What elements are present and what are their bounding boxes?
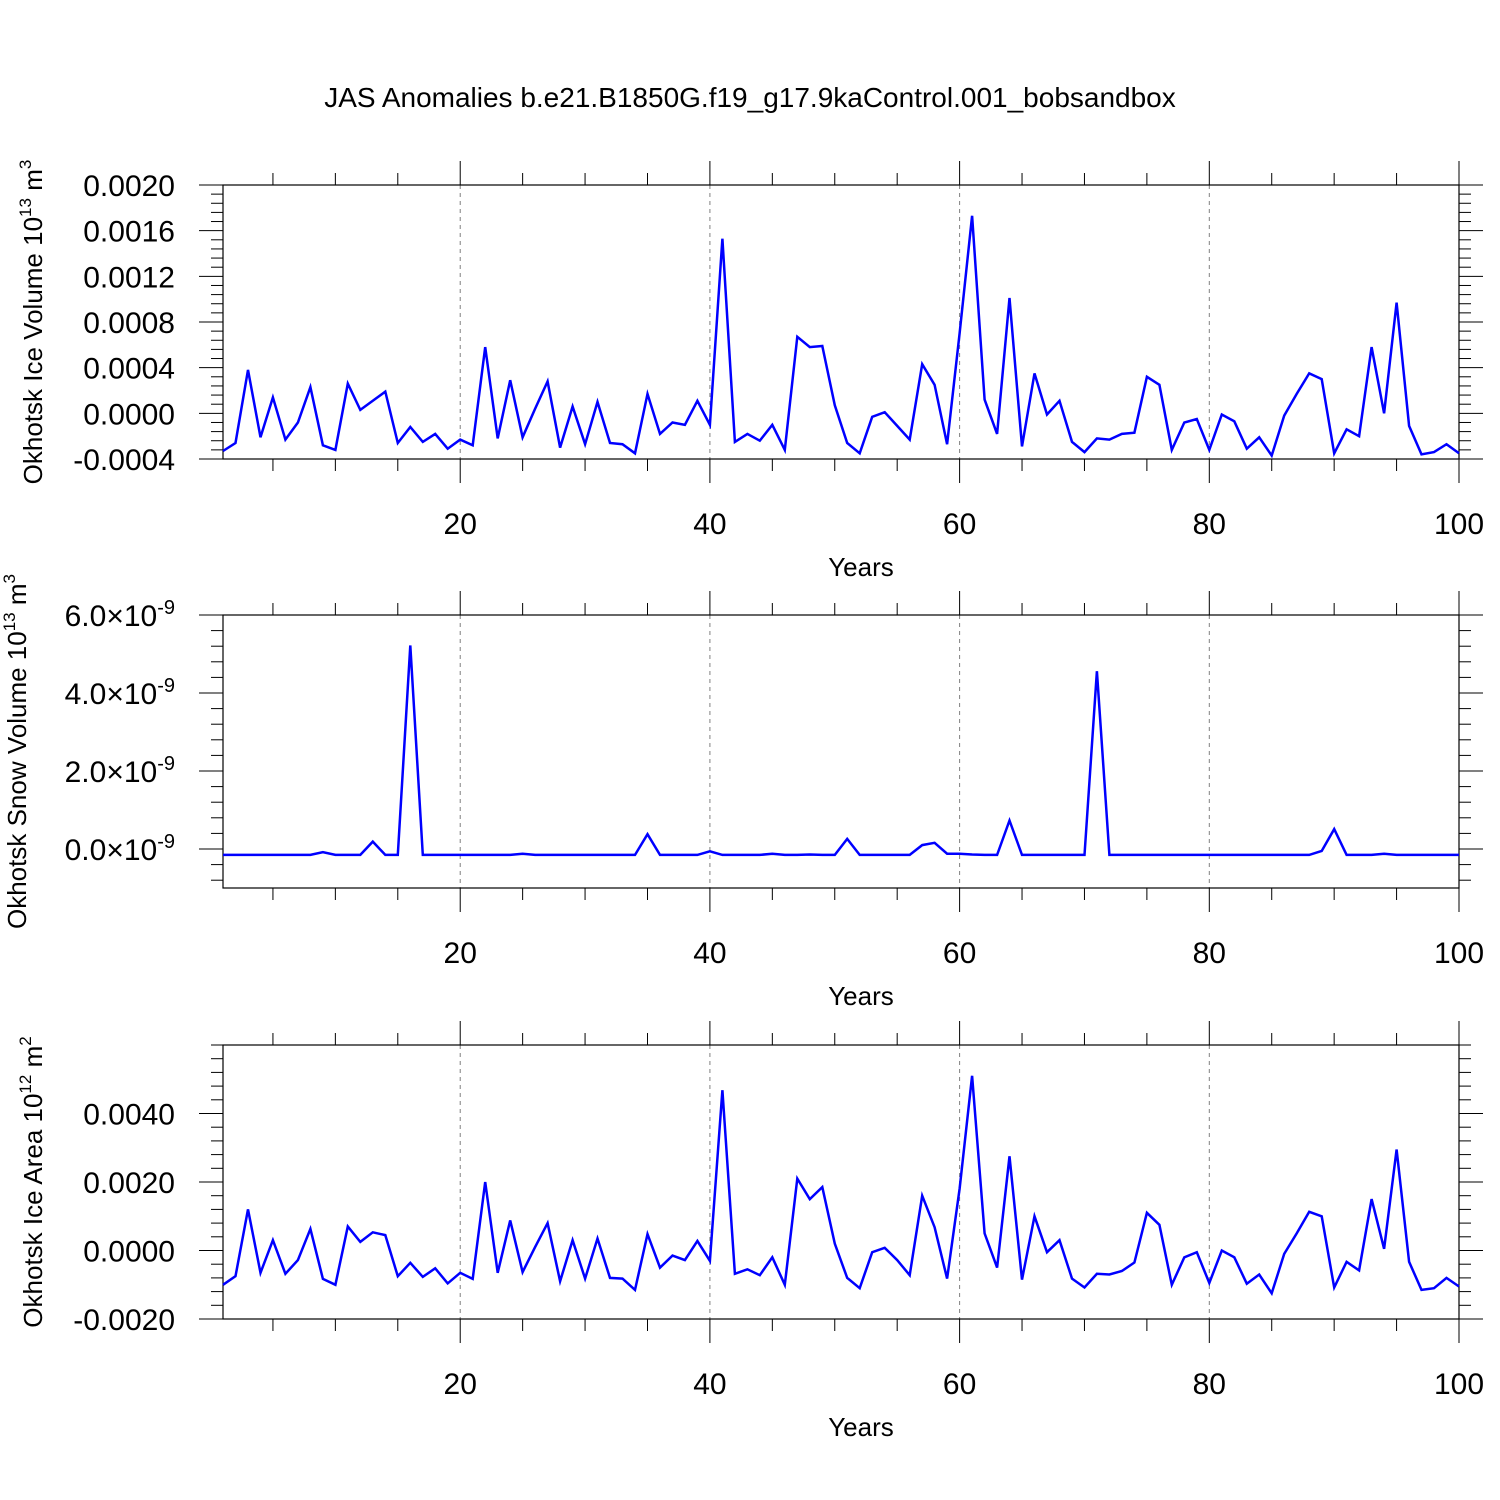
y-tick-label: 2.0×10-9	[65, 753, 175, 789]
x-tick-label: 60	[943, 508, 976, 541]
y-tick-label: 0.0040	[83, 1099, 175, 1132]
y-tick-label: 0.0020	[83, 1167, 175, 1200]
y-axis-label: Okhotsk Snow Volume 1013 m3	[0, 574, 32, 929]
figure-title: JAS Anomalies b.e21.B1850G.f19_g17.9kaCo…	[324, 82, 1176, 113]
plot-frame	[222, 1044, 1460, 1320]
y-tick-label: 6.0×10-9	[65, 597, 175, 633]
y-tick-label: 0.0012	[83, 261, 175, 294]
x-tick-label: 20	[444, 937, 477, 970]
x-tick-label: 80	[1193, 937, 1226, 970]
y-axis-label: Okhotsk Ice Area 1012 m2	[16, 1036, 48, 1327]
y-tick-label: 0.0008	[83, 307, 175, 340]
y-tick-label: -0.0020	[73, 1304, 175, 1337]
x-tick-label: 40	[693, 1368, 726, 1401]
plot-frame	[222, 184, 1460, 460]
y-tick-label: -0.0004	[73, 444, 175, 477]
x-tick-label: 40	[693, 508, 726, 541]
plot-frame	[222, 614, 1460, 889]
x-tick-label: 40	[693, 937, 726, 970]
data-line	[222, 1075, 1460, 1297]
x-tick-label: 80	[1193, 1368, 1226, 1401]
chart-panel-2: 20 40 60 80 100 Years 6.0×10-9 4.0×10-9 2.0×10-9…	[0, 574, 1484, 1011]
x-tick-label: 20	[444, 1368, 477, 1401]
data-line	[223, 645, 1459, 857]
y-tick-label: 4.0×10-9	[65, 675, 175, 711]
x-axis-label: Years	[828, 981, 894, 1011]
x-tick-label: 100	[1434, 1368, 1484, 1401]
chart-panel-3: 20 40 60 80 100 Years 0.0040 0.0020 0.0000 -0.002…	[16, 1021, 1484, 1442]
x-tick-label: 60	[943, 937, 976, 970]
data-line	[222, 215, 1460, 459]
x-tick-label: 20	[444, 508, 477, 541]
y-tick-label: 0.0020	[83, 170, 175, 203]
y-tick-label: 0.0×10-9	[65, 831, 175, 867]
x-axis-label: Years	[828, 1412, 894, 1442]
y-tick-label: 0.0016	[83, 216, 175, 249]
x-tick-label: 60	[943, 1368, 976, 1401]
y-tick-label: 0.0000	[83, 1236, 175, 1269]
y-axis-label: Okhotsk Ice Volume 1013 m3	[16, 160, 48, 485]
x-tick-label: 80	[1193, 508, 1226, 541]
y-tick-label: 0.0004	[83, 353, 175, 386]
x-tick-label: 100	[1434, 508, 1484, 541]
chart-panel-1: 20 40 60 80 100 Years 0.0020 0.0016 0.0012 0.0008…	[16, 160, 1484, 582]
y-tick-label: 0.0000	[83, 398, 175, 431]
x-axis-label: Years	[828, 552, 894, 582]
x-tick-label: 100	[1434, 937, 1484, 970]
